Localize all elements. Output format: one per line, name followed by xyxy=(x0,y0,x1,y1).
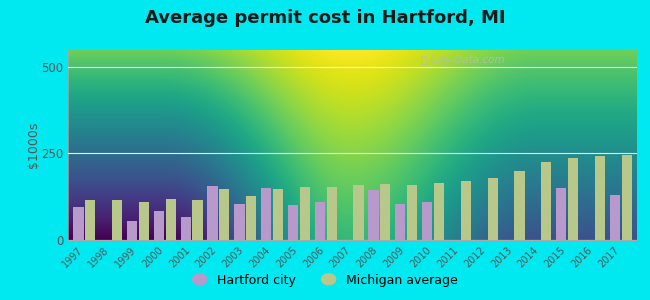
Bar xyxy=(610,195,620,240)
Bar xyxy=(139,202,149,240)
Text: Average permit cost in Hartford, MI: Average permit cost in Hartford, MI xyxy=(145,9,505,27)
Bar xyxy=(354,185,363,240)
Bar xyxy=(219,189,229,240)
Bar xyxy=(234,204,244,240)
Bar xyxy=(514,171,525,240)
Bar xyxy=(488,178,498,240)
Text: ⓘ City-Data.com: ⓘ City-Data.com xyxy=(421,55,504,65)
Bar xyxy=(407,185,417,240)
Bar xyxy=(246,196,256,240)
Bar xyxy=(568,158,578,240)
Bar xyxy=(73,207,84,240)
Bar xyxy=(85,200,96,240)
Legend: Hartford city, Michigan average: Hartford city, Michigan average xyxy=(187,269,463,292)
Bar xyxy=(192,200,203,240)
Bar xyxy=(326,188,337,240)
Bar xyxy=(112,200,122,240)
Y-axis label: $1000s: $1000s xyxy=(27,122,40,168)
Bar xyxy=(181,218,191,240)
Bar xyxy=(422,202,432,240)
Bar xyxy=(166,199,176,240)
Bar xyxy=(380,184,391,240)
Bar xyxy=(434,183,444,240)
Bar xyxy=(300,188,310,240)
Bar xyxy=(556,188,566,240)
Bar xyxy=(621,155,632,240)
Bar xyxy=(261,188,271,240)
Bar xyxy=(207,186,218,240)
Bar xyxy=(461,181,471,240)
Bar xyxy=(541,162,551,240)
Bar xyxy=(595,156,605,240)
Bar xyxy=(369,190,379,240)
Bar xyxy=(288,206,298,240)
Bar xyxy=(315,202,325,240)
Bar xyxy=(395,204,406,240)
Bar xyxy=(154,211,164,240)
Bar xyxy=(273,189,283,240)
Bar xyxy=(127,221,137,240)
